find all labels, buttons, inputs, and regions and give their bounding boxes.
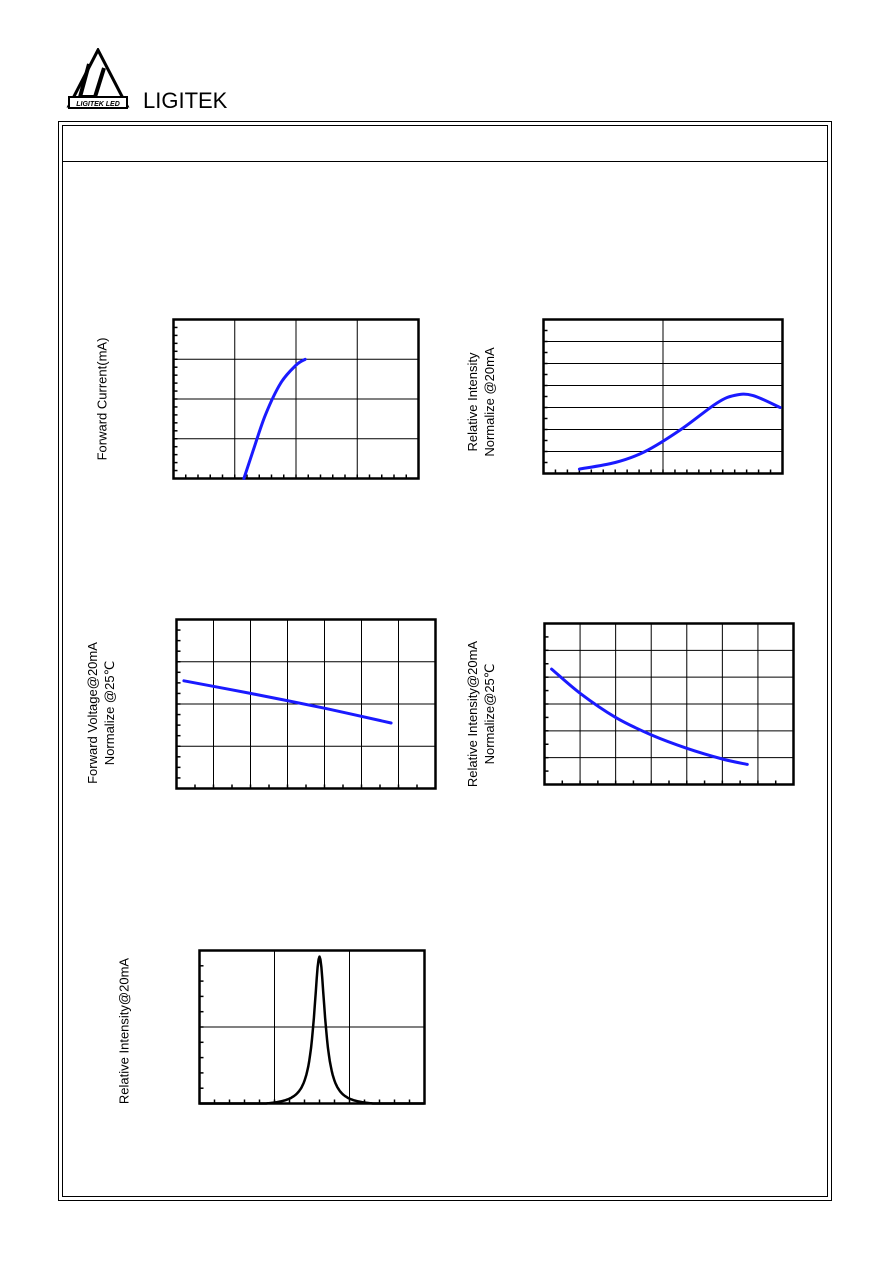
- spectrum-chart: [198, 949, 426, 1105]
- page-frame: [58, 121, 832, 1201]
- relative-intensity-current-chart: [542, 318, 784, 475]
- series-line-1: [550, 667, 749, 766]
- relative-intensity-temperature-chart: [543, 622, 795, 786]
- chart-4-ylabel: Relative Intensity@20mA Normalize@25℃: [465, 640, 497, 788]
- forward-voltage-temperature-chart: [175, 618, 437, 790]
- header-divider: [62, 161, 828, 162]
- chart-3-ylabel: Forward Voltage@20mA Normalize @25℃: [85, 642, 117, 784]
- page-frame-inner: [62, 125, 828, 1197]
- plot-frame: [542, 318, 784, 475]
- series-line-1: [242, 357, 307, 480]
- chart-1-ylabel: Forward Current(mA): [94, 337, 110, 461]
- minor-ticks: [543, 329, 772, 474]
- spectrum-curve: [199, 955, 425, 1105]
- grid: [176, 619, 436, 789]
- grid: [544, 623, 794, 785]
- plot-frame: [198, 949, 426, 1105]
- plot-frame: [543, 622, 795, 786]
- plot-frame: [175, 618, 437, 790]
- logo-text: LIGITEK LED: [76, 101, 120, 108]
- series-line-1: [182, 679, 393, 725]
- plot-frame: [172, 318, 420, 480]
- ligitek-logo: LIGITEK LED: [66, 48, 130, 109]
- minor-ticks: [173, 326, 407, 479]
- minor-ticks: [176, 629, 418, 789]
- chart-5-ylabel: Relative Intensity@20mA: [116, 957, 132, 1105]
- forward-current-chart: [172, 318, 420, 480]
- grid: [173, 319, 419, 479]
- grid: [543, 319, 783, 474]
- brand-name: LIGITEK: [143, 88, 228, 113]
- chart-2-ylabel: Relative Intensity Normalize @20mA: [465, 347, 497, 457]
- series-line-1: [577, 392, 782, 471]
